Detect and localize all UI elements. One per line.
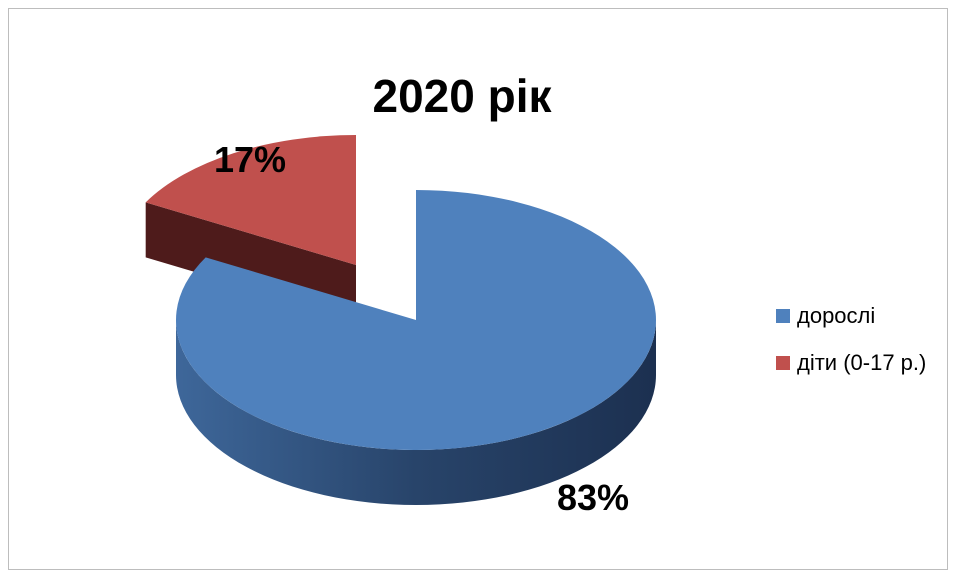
legend-swatch-children (776, 356, 790, 370)
slice-side-0 (176, 320, 656, 505)
slice-top-1 (145, 135, 356, 265)
legend: дорослі діти (0-17 р.) (776, 303, 926, 375)
data-label-children: 17% (214, 139, 286, 180)
legend-label-children: діти (0-17 р.) (797, 350, 926, 375)
data-label-adults: 83% (557, 477, 629, 518)
legend-label-adults: дорослі (797, 303, 875, 328)
chart-title: 2020 рік (372, 70, 552, 122)
pie-slices (145, 135, 657, 505)
legend-swatch-adults (776, 309, 790, 323)
slice-top-0 (175, 190, 657, 450)
